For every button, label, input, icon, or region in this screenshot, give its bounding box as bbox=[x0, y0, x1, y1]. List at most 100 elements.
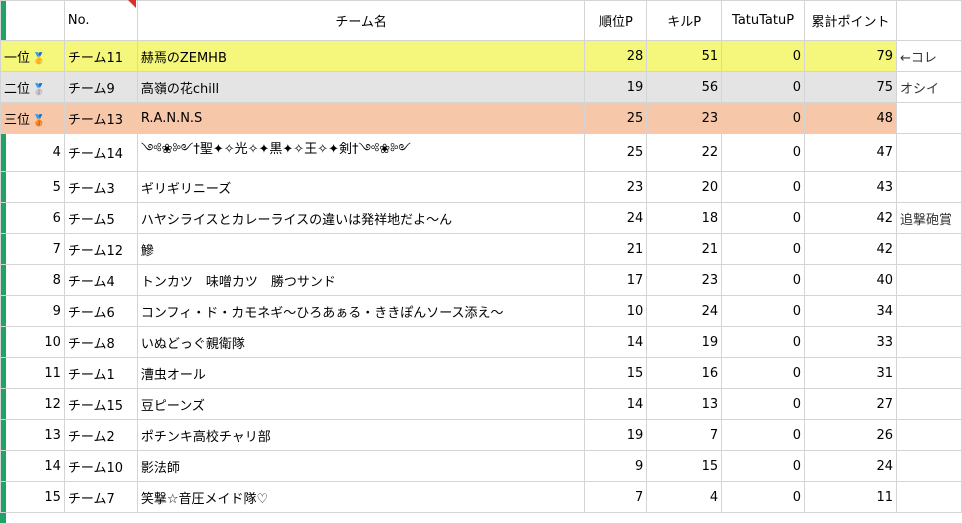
rank-points-cell[interactable]: 21 bbox=[584, 233, 648, 265]
team-number-cell[interactable]: チーム8 bbox=[63, 326, 138, 358]
total-points-cell[interactable]: 27 bbox=[804, 388, 897, 420]
rank-points-cell[interactable]: 25 bbox=[584, 133, 648, 172]
team-number-cell[interactable]: チーム2 bbox=[63, 419, 138, 451]
rank-points-cell[interactable]: 25 bbox=[584, 102, 648, 134]
note-cell[interactable] bbox=[895, 419, 962, 451]
tatutatu-points-cell[interactable]: 0 bbox=[721, 102, 806, 134]
total-points-cell[interactable]: 79 bbox=[804, 40, 897, 72]
note-cell[interactable] bbox=[895, 450, 962, 482]
header-no[interactable]: No. bbox=[63, 0, 138, 41]
rank-cell[interactable]: 12 bbox=[0, 388, 65, 420]
rank-points-cell[interactable]: 23 bbox=[584, 171, 648, 203]
note-cell[interactable] bbox=[895, 264, 962, 296]
tatutatu-points-cell[interactable]: 0 bbox=[721, 388, 806, 420]
tatutatu-points-cell[interactable]: 0 bbox=[721, 40, 806, 72]
kill-points-cell[interactable]: 23 bbox=[646, 102, 723, 134]
rank-cell[interactable]: 一位 🥇 bbox=[0, 40, 65, 72]
rank-cell[interactable]: 13 bbox=[0, 419, 65, 451]
rank-points-cell[interactable]: 14 bbox=[584, 326, 648, 358]
kill-points-cell[interactable]: 16 bbox=[646, 357, 723, 389]
total-points-cell[interactable]: 31 bbox=[804, 357, 897, 389]
tatutatu-points-cell[interactable]: 0 bbox=[721, 264, 806, 296]
kill-points-cell[interactable]: 21 bbox=[646, 233, 723, 265]
team-name-cell[interactable]: ポチンキ高校チャリ部 bbox=[136, 419, 586, 451]
kill-points-cell[interactable]: 22 bbox=[646, 133, 723, 172]
team-name-cell[interactable]: 笑撃☆音圧メイド隊♡ bbox=[136, 481, 586, 513]
rank-points-cell[interactable]: 10 bbox=[584, 295, 648, 327]
team-name-cell[interactable]: ギリギリニーズ bbox=[136, 171, 586, 203]
comment-indicator-icon[interactable] bbox=[128, 0, 136, 8]
team-name-cell[interactable]: 鰺 bbox=[136, 233, 586, 265]
tatutatu-points-cell[interactable]: 0 bbox=[721, 71, 806, 103]
rank-cell[interactable]: 15 bbox=[0, 481, 65, 513]
kill-points-cell[interactable]: 13 bbox=[646, 388, 723, 420]
team-name-cell[interactable]: 高嶺の花chill bbox=[136, 71, 586, 103]
rank-points-cell[interactable]: 24 bbox=[584, 202, 648, 234]
kill-points-cell[interactable]: 24 bbox=[646, 295, 723, 327]
rank-points-cell[interactable]: 15 bbox=[584, 357, 648, 389]
team-number-cell[interactable]: チーム5 bbox=[63, 202, 138, 234]
total-points-cell[interactable]: 40 bbox=[804, 264, 897, 296]
tatutatu-points-cell[interactable]: 0 bbox=[721, 481, 806, 513]
tatutatu-points-cell[interactable]: 0 bbox=[721, 295, 806, 327]
rank-cell[interactable]: 6 bbox=[0, 202, 65, 234]
rank-cell[interactable]: 三位 🥉 bbox=[0, 102, 65, 134]
kill-points-cell[interactable]: 56 bbox=[646, 71, 723, 103]
team-name-cell[interactable]: 赫焉のZEMHB bbox=[136, 40, 586, 72]
tatutatu-points-cell[interactable]: 0 bbox=[721, 202, 806, 234]
note-cell[interactable] bbox=[895, 171, 962, 203]
rank-cell[interactable]: 二位 🥈 bbox=[0, 71, 65, 103]
header-note-blank[interactable] bbox=[895, 0, 962, 41]
note-cell[interactable]: 追撃砲賞 bbox=[895, 202, 962, 234]
team-number-cell[interactable]: チーム10 bbox=[63, 450, 138, 482]
team-number-cell[interactable]: チーム15 bbox=[63, 388, 138, 420]
team-name-cell[interactable]: コンフィ・ド・カモネギ～ひろあぁる・ききぽんソース添え～ bbox=[136, 295, 586, 327]
rank-points-cell[interactable]: 14 bbox=[584, 388, 648, 420]
rank-points-cell[interactable]: 19 bbox=[584, 419, 648, 451]
team-name-cell[interactable]: R.A.N.N.S bbox=[136, 102, 586, 134]
rank-cell[interactable]: 14 bbox=[0, 450, 65, 482]
kill-points-cell[interactable]: 7 bbox=[646, 419, 723, 451]
total-points-cell[interactable]: 43 bbox=[804, 171, 897, 203]
note-cell[interactable] bbox=[895, 102, 962, 134]
total-points-cell[interactable]: 11 bbox=[804, 481, 897, 513]
team-number-cell[interactable]: チーム13 bbox=[63, 102, 138, 134]
kill-points-cell[interactable]: 15 bbox=[646, 450, 723, 482]
rank-cell[interactable]: 10 bbox=[0, 326, 65, 358]
rank-cell[interactable]: 5 bbox=[0, 171, 65, 203]
total-points-cell[interactable]: 47 bbox=[804, 133, 897, 172]
note-cell[interactable] bbox=[895, 326, 962, 358]
note-cell[interactable] bbox=[895, 133, 962, 172]
tatutatu-points-cell[interactable]: 0 bbox=[721, 326, 806, 358]
team-number-cell[interactable]: チーム7 bbox=[63, 481, 138, 513]
kill-points-cell[interactable]: 18 bbox=[646, 202, 723, 234]
total-points-cell[interactable]: 34 bbox=[804, 295, 897, 327]
team-number-cell[interactable]: チーム4 bbox=[63, 264, 138, 296]
tatutatu-points-cell[interactable]: 0 bbox=[721, 419, 806, 451]
tatutatu-points-cell[interactable]: 0 bbox=[721, 450, 806, 482]
note-cell[interactable] bbox=[895, 295, 962, 327]
team-number-cell[interactable]: チーム11 bbox=[63, 40, 138, 72]
team-name-cell[interactable]: いぬどっぐ親衛隊 bbox=[136, 326, 586, 358]
rank-points-cell[interactable]: 17 bbox=[584, 264, 648, 296]
kill-points-cell[interactable]: 4 bbox=[646, 481, 723, 513]
total-points-cell[interactable]: 75 bbox=[804, 71, 897, 103]
note-cell[interactable]: オシイ bbox=[895, 71, 962, 103]
kill-points-cell[interactable]: 51 bbox=[646, 40, 723, 72]
team-name-cell[interactable]: 豆ピーンズ bbox=[136, 388, 586, 420]
team-name-cell[interactable]: 影法師 bbox=[136, 450, 586, 482]
rank-points-cell[interactable]: 28 bbox=[584, 40, 648, 72]
team-name-cell[interactable]: 漕虫オール bbox=[136, 357, 586, 389]
team-number-cell[interactable]: チーム14 bbox=[63, 133, 138, 172]
kill-points-cell[interactable]: 19 bbox=[646, 326, 723, 358]
note-cell[interactable] bbox=[895, 388, 962, 420]
team-name-cell[interactable]: ハヤシライスとカレーライスの違いは発祥地だよ～ん bbox=[136, 202, 586, 234]
kill-points-cell[interactable]: 23 bbox=[646, 264, 723, 296]
header-kill-points[interactable]: キルP bbox=[646, 0, 723, 41]
tatutatu-points-cell[interactable]: 0 bbox=[721, 171, 806, 203]
rank-points-cell[interactable]: 19 bbox=[584, 71, 648, 103]
header-team-name[interactable]: チーム名 bbox=[136, 0, 586, 41]
header-tatutatu-points[interactable]: TatuTatuP bbox=[721, 0, 806, 41]
kill-points-cell[interactable]: 20 bbox=[646, 171, 723, 203]
total-points-cell[interactable]: 42 bbox=[804, 202, 897, 234]
